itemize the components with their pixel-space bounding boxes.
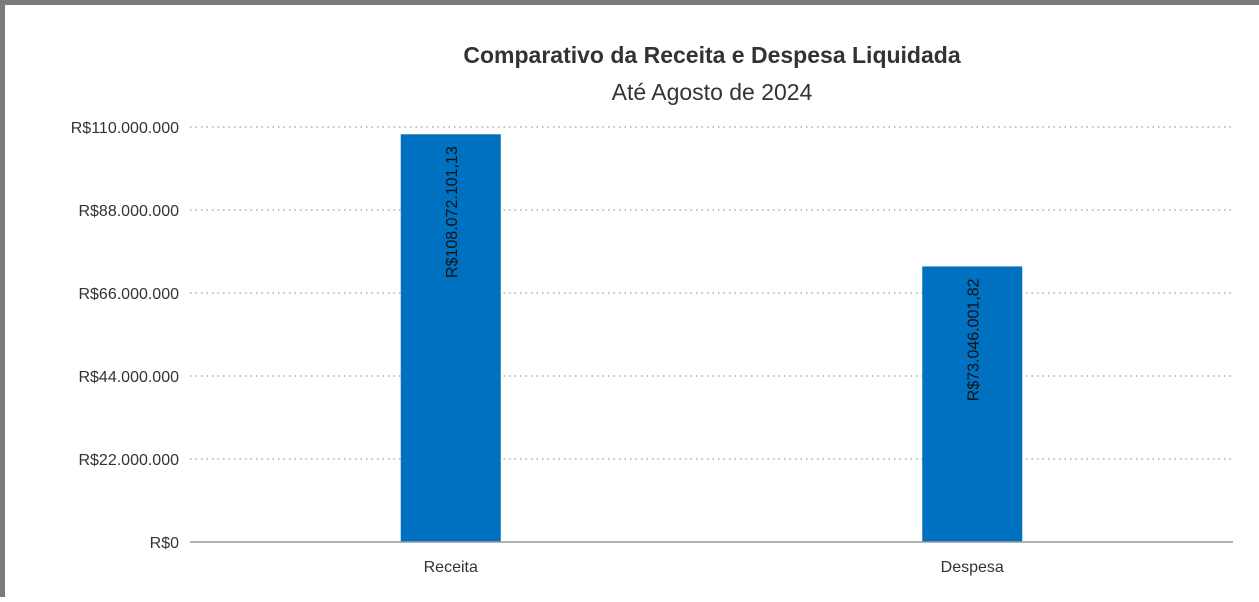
gridlines (190, 126, 1233, 460)
y-tick-label: R$110.000.000 (71, 120, 179, 137)
y-tick-label: R$22.000.000 (78, 452, 179, 469)
bars (400, 134, 1023, 542)
bar-data-labels: R$108.072.101,13 R$73.046.001,82 (444, 146, 983, 401)
x-category-label: Despesa (941, 559, 1004, 576)
bar-despesa (922, 266, 1023, 542)
bar-data-label: R$108.072.101,13 (444, 146, 461, 278)
bar-data-label: R$73.046.001,82 (965, 278, 982, 401)
y-tick-label: R$66.000.000 (78, 286, 179, 303)
y-tick-label: R$0 (150, 535, 179, 552)
y-tick-label: R$44.000.000 (78, 369, 179, 386)
chart-subtitle: Até Agosto de 2024 (612, 79, 813, 105)
chart-svg: Comparativo da Receita e Despesa Liquida… (71, 42, 1233, 576)
chart-title: Comparativo da Receita e Despesa Liquida… (463, 42, 960, 68)
y-tick-label: R$88.000.000 (78, 203, 179, 220)
x-axis-category-labels: Receita Despesa (424, 559, 1004, 576)
bar-receita (400, 134, 501, 542)
x-category-label: Receita (424, 559, 478, 576)
y-axis-tick-labels: R$0 R$22.000.000 R$44.000.000 R$66.000.000 R… (71, 120, 179, 552)
